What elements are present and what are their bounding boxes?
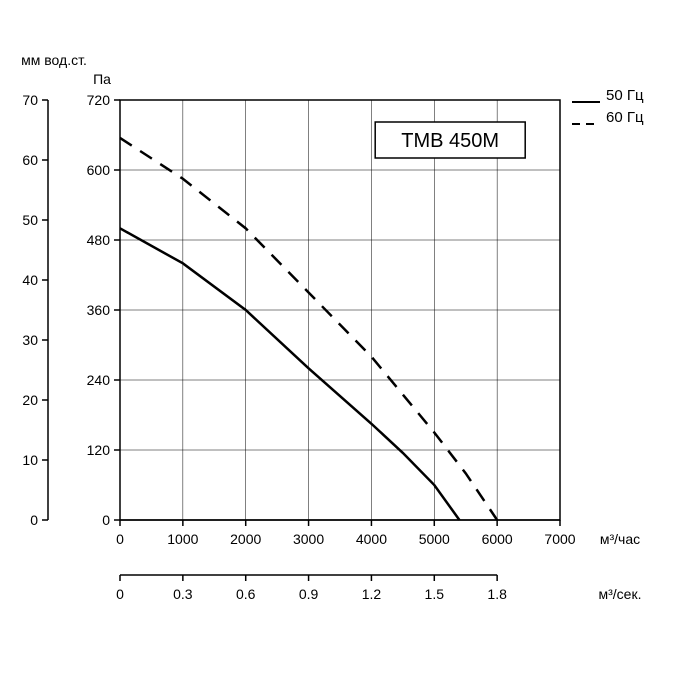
fan-curve-chart: 0 10 20 30 40 50 60 70 мм вод.ст. 0 120 240 360 480 60… — [0, 0, 700, 700]
y-outer-tick-label: 10 — [22, 452, 38, 468]
x2-tick-label: 0.9 — [299, 586, 319, 602]
x1-tick-label: 4000 — [356, 531, 387, 547]
y-inner-tick-label: 0 — [102, 512, 110, 528]
x1-tick-label: 0 — [116, 531, 124, 547]
x2-tick-label: 1.2 — [362, 586, 382, 602]
x1-tick-label: 3000 — [293, 531, 324, 547]
y-inner-tick-label: 120 — [87, 442, 111, 458]
legend-label: 50 Гц — [606, 87, 644, 104]
x1-label: м³/час — [600, 531, 640, 547]
y-outer-tick-label: 60 — [22, 152, 38, 168]
x1-tick-label: 2000 — [230, 531, 261, 547]
y-outer-tick-label: 40 — [22, 272, 38, 288]
legend-label: 60 Гц — [606, 109, 644, 126]
y-outer-tick-label: 0 — [30, 512, 38, 528]
y-outer-label: мм вод.ст. — [21, 52, 87, 68]
x2-tick-label: 1.8 — [487, 586, 507, 602]
x2-tick-label: 0.6 — [236, 586, 256, 602]
x2-tick-label: 1.5 — [425, 586, 445, 602]
y-inner-label: Па — [93, 71, 111, 87]
chart-title: TMB 450M — [401, 130, 499, 152]
y-inner-tick-label: 360 — [87, 302, 111, 318]
x1-tick-label: 5000 — [419, 531, 450, 547]
y-inner-tick-label: 480 — [87, 232, 111, 248]
x1-tick-label: 6000 — [482, 531, 513, 547]
y-inner-tick-label: 720 — [87, 92, 111, 108]
y-outer-tick-label: 50 — [22, 212, 38, 228]
y-inner-tick-label: 600 — [87, 162, 111, 178]
x1-tick-label: 1000 — [167, 531, 198, 547]
x2-tick-label: 0.3 — [173, 586, 193, 602]
y-outer-tick-label: 30 — [22, 332, 38, 348]
x2-label: м³/сек. — [599, 586, 642, 602]
y-outer-tick-label: 20 — [22, 392, 38, 408]
y-outer-tick-label: 70 — [22, 92, 38, 108]
x2-tick-label: 0 — [116, 586, 124, 602]
y-inner-tick-label: 240 — [87, 372, 111, 388]
x1-tick-label: 7000 — [544, 531, 575, 547]
